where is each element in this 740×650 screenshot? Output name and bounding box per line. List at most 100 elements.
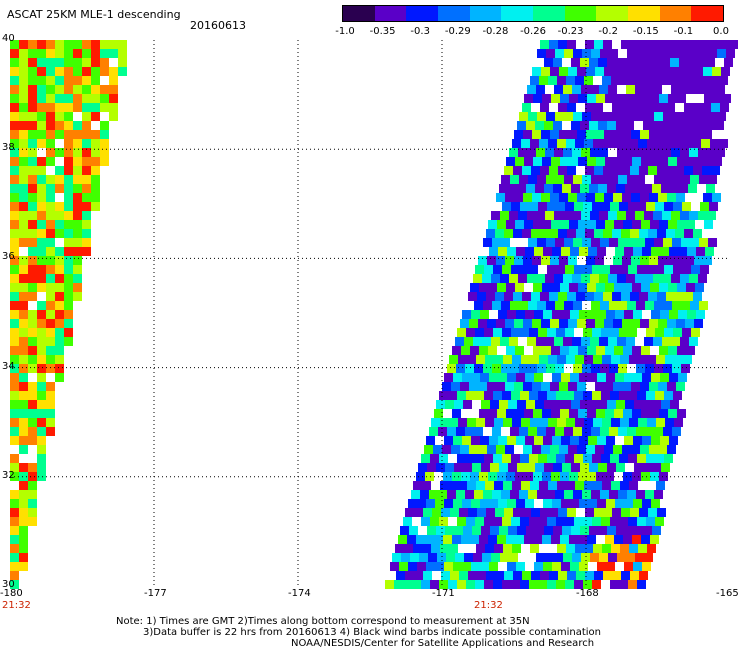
swath-cell [600,49,609,58]
swath-cell [55,85,64,94]
swath-cell [470,346,479,355]
swath-cell [479,283,488,292]
swath-cell [458,355,467,364]
swath-cell [639,508,648,517]
swath-cell [689,148,698,157]
swath-cell [475,517,484,526]
swath-cell [527,274,536,283]
swath-cell [496,319,505,328]
swath-cell [64,121,73,130]
swath-cell [625,526,634,535]
swath-cell [613,67,622,76]
swath-cell [551,157,560,166]
swath-cell [629,76,638,85]
swath-cell [457,328,466,337]
swath-cell [459,571,468,580]
swath-cell [10,202,19,211]
swath-cell [569,157,578,166]
swath-cell [519,112,528,121]
swath-cell [520,580,529,589]
swath-cell [635,211,644,220]
swath-cell [436,526,445,535]
swath-cell [514,130,523,139]
swath-cell [73,283,82,292]
swath-cell [588,373,597,382]
swath-cell [46,292,55,301]
swath-cell [640,382,649,391]
swath-cell [490,400,499,409]
swath-cell [540,103,549,112]
swath-cell [541,445,550,454]
swath-cell [624,310,633,319]
swath-cell [615,373,624,382]
swath-cell [635,553,644,562]
swath-cell [690,238,699,247]
swath-cell [712,67,721,76]
swath-cell [547,517,556,526]
swath-cell [10,427,19,436]
swath-cell [618,490,627,499]
swath-cell [505,382,514,391]
swath-cell [10,328,19,337]
swath-cell [663,238,672,247]
swath-cell [647,544,656,553]
swath-cell [677,409,686,418]
swath-cell [458,481,467,490]
swath-cell [520,265,529,274]
swath-cell [602,544,611,553]
swath-cell [461,472,470,481]
swath-cell [545,211,554,220]
swath-cell [567,292,576,301]
swath-cell [620,139,629,148]
swath-cell [648,229,657,238]
swath-cell [690,49,699,58]
swath-cell [633,499,642,508]
swath-cell [636,427,645,436]
swath-cell [569,283,578,292]
swath-cell [522,571,531,580]
swath-cell [665,139,674,148]
swath-cell [553,526,562,535]
swath-cell [578,157,587,166]
swath-cell [55,355,64,364]
swath-cell [591,112,600,121]
swath-cell [469,319,478,328]
swath-cell [82,166,91,175]
swath-cell [598,121,607,130]
swath-cell [19,211,28,220]
swath-cell [654,364,663,373]
swath-cell [608,274,617,283]
swath-cell [536,274,545,283]
swath-cell [644,274,653,283]
swath-cell [527,337,536,346]
swath-cell [551,283,560,292]
swath-cell [654,112,663,121]
swath-cell [489,499,498,508]
swath-cell [560,94,569,103]
swath-cell [596,157,605,166]
swath-cell [411,490,420,499]
swath-cell [64,229,73,238]
swath-cell [694,256,703,265]
swath-cell [706,58,715,67]
swath-cell [37,409,46,418]
swath-cell [614,220,623,229]
colorbar [342,5,724,22]
swath-cell [663,49,672,58]
swath-cell [549,292,558,301]
swath-cell [690,301,699,310]
swath-cell [462,499,471,508]
swath-cell [491,337,500,346]
swath-cell [577,445,586,454]
swath-cell [19,112,28,121]
swath-cell [551,472,560,481]
swath-cell [55,301,64,310]
swath-cell [548,76,557,85]
swath-cell [543,499,552,508]
swath-cell [82,112,91,121]
swath-cell [603,166,612,175]
swath-cell [64,220,73,229]
swath-cell [10,85,19,94]
swath-cell [561,562,570,571]
swath-cell [484,391,493,400]
